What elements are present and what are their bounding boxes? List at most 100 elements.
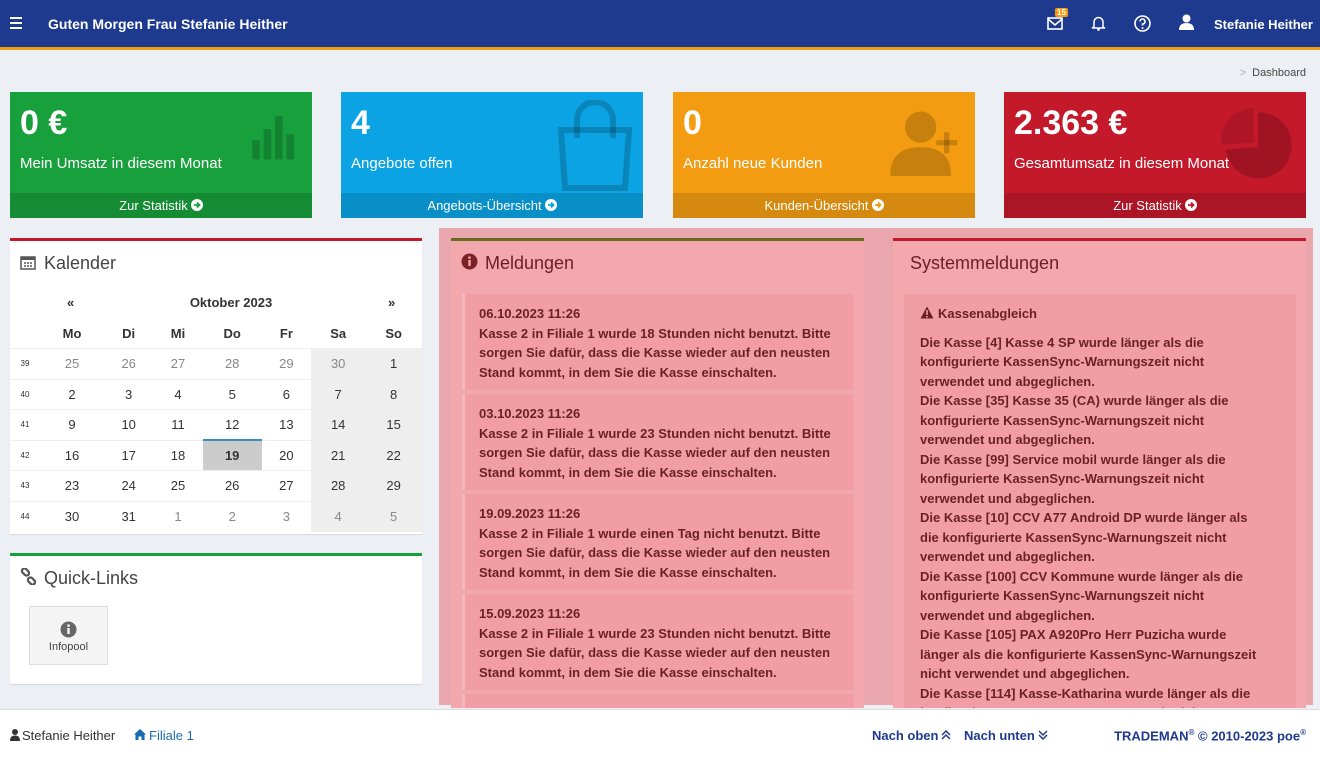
week-row: 40 2 3 4 5 6 7 8: [10, 378, 422, 410]
day[interactable]: 28: [311, 470, 366, 501]
user-icon: [10, 729, 20, 741]
day[interactable]: 29: [261, 348, 312, 379]
box-link-label[interactable]: Zur Statistik: [1113, 198, 1182, 213]
day[interactable]: 26: [104, 348, 154, 379]
breadcrumb-item[interactable]: Dashboard: [1252, 67, 1306, 79]
user-name[interactable]: Stefanie Heither: [1214, 17, 1313, 32]
day[interactable]: 19: [202, 439, 262, 471]
day[interactable]: 27: [261, 470, 312, 501]
day[interactable]: 8: [365, 378, 422, 410]
message-text: Kasse 2 in Filiale 1 wurde 23 Stunden ni…: [479, 425, 831, 480]
day[interactable]: 24: [104, 470, 154, 501]
day[interactable]: 2: [202, 500, 262, 532]
day[interactable]: 25: [153, 470, 203, 501]
day[interactable]: 4: [311, 500, 366, 532]
day[interactable]: 3: [104, 378, 154, 410]
link-icon: [20, 568, 37, 585]
box-label: Anzahl neue Kunden: [683, 155, 823, 172]
day[interactable]: 10: [104, 409, 154, 440]
message: 12.09.2023 11:26: [462, 694, 854, 708]
weekday: Mo: [62, 325, 82, 341]
day[interactable]: 28: [202, 348, 262, 379]
day[interactable]: 21: [311, 439, 366, 471]
panel-title: Systemmeldungen: [910, 253, 1060, 273]
quicklinks-panel: Quick-Links Infopool: [10, 553, 422, 684]
box-link[interactable]: Zur Statistik: [10, 193, 312, 218]
day[interactable]: 9: [40, 409, 105, 440]
arrow-icon: [544, 199, 557, 211]
day[interactable]: 12: [202, 409, 262, 440]
weekday: Di: [122, 325, 136, 341]
user-icon[interactable]: [1179, 14, 1194, 30]
day[interactable]: 20: [261, 439, 312, 471]
help-icon[interactable]: [1134, 15, 1151, 32]
scroll-up[interactable]: Nach oben: [872, 728, 951, 743]
box-label: Angebote offen: [351, 155, 453, 172]
down-icon: [1038, 730, 1048, 741]
day[interactable]: 18: [153, 439, 203, 471]
arrow-icon: [190, 199, 203, 211]
scroll-up-label[interactable]: Nach oben: [872, 728, 939, 743]
panel-title: Quick-Links: [44, 568, 139, 588]
box-link[interactable]: Zur Statistik: [1004, 193, 1306, 218]
day[interactable]: 14: [311, 409, 366, 440]
message-text: Kasse 2 in Filiale 1 wurde 18 Stunden ni…: [479, 325, 831, 380]
box-link-label[interactable]: Zur Statistik: [119, 198, 188, 213]
box-label: Gesamtumsatz in diesem Monat: [1014, 155, 1230, 172]
mail-badge: 15: [1055, 8, 1068, 17]
scroll-down[interactable]: Nach unten: [964, 728, 1048, 743]
info-icon: [461, 253, 478, 270]
copyright-sup: ®: [1300, 728, 1306, 737]
day[interactable]: 27: [153, 348, 203, 379]
message: 03.10.2023 11:26 Kasse 2 in Filiale 1 wur…: [462, 394, 854, 490]
menu-icon[interactable]: [10, 17, 22, 29]
day[interactable]: 23: [40, 470, 105, 501]
day[interactable]: 25: [40, 348, 105, 379]
mail-icon[interactable]: [1047, 16, 1063, 30]
day[interactable]: 30: [311, 348, 366, 379]
day[interactable]: 22: [365, 439, 422, 471]
message-date: 06.10.2023 11:26: [479, 306, 581, 321]
box-link[interactable]: Kunden-Übersicht: [673, 193, 975, 218]
day[interactable]: 1: [153, 500, 203, 532]
day[interactable]: 6: [261, 378, 312, 410]
day[interactable]: 16: [40, 439, 105, 471]
weekday: So: [385, 325, 402, 341]
calendar-icon: [20, 256, 36, 270]
day[interactable]: 4: [153, 378, 203, 410]
day[interactable]: 5: [365, 500, 422, 532]
week-number: 42: [10, 439, 40, 471]
day[interactable]: 2: [40, 378, 105, 410]
day[interactable]: 29: [365, 470, 422, 501]
scroll-down-label[interactable]: Nach unten: [964, 728, 1035, 743]
quicklink-label[interactable]: Infopool: [48, 641, 89, 653]
meldungen-panel: Meldungen 06.10.2023 11:26 Kasse 2 in Fil…: [451, 238, 864, 708]
weekday: Sa: [330, 325, 347, 341]
weekday: Fr: [279, 325, 293, 341]
box-link[interactable]: Angebots-Übersicht: [341, 193, 643, 218]
day[interactable]: 1: [365, 348, 422, 379]
footer-user: Stefanie Heither: [22, 728, 116, 743]
day[interactable]: 3: [261, 500, 312, 532]
day[interactable]: 17: [104, 439, 154, 471]
day[interactable]: 11: [153, 409, 203, 440]
box-link-label[interactable]: Angebots-Übersicht: [427, 198, 542, 213]
calendar-table: Mo Di Mi Do Fr Sa So 39 25 26 27 28 29 30 1 40 2 3 4 5 6 7 8 41…: [10, 318, 422, 532]
day[interactable]: 26: [202, 470, 262, 501]
day[interactable]: 30: [40, 500, 105, 532]
box-link-label[interactable]: Kunden-Übersicht: [764, 198, 869, 213]
footer-branch[interactable]: Filiale 1: [149, 728, 194, 743]
bell-icon[interactable]: [1091, 15, 1106, 31]
day[interactable]: 31: [104, 500, 154, 532]
breadcrumb: > Dashboard: [1239, 67, 1306, 79]
system-message: Die Kasse [105] PAX A920Pro Herr Puzicha…: [920, 627, 1257, 681]
day[interactable]: 15: [365, 409, 422, 440]
quicklink[interactable]: Infopool: [29, 606, 108, 665]
day[interactable]: 5: [202, 378, 262, 410]
day[interactable]: 7: [311, 378, 366, 410]
next-month[interactable]: »: [388, 295, 396, 310]
week-row: 39 25 26 27 28 29 30 1: [10, 348, 422, 379]
prev-month[interactable]: «: [67, 295, 75, 310]
day[interactable]: 13: [261, 409, 312, 440]
